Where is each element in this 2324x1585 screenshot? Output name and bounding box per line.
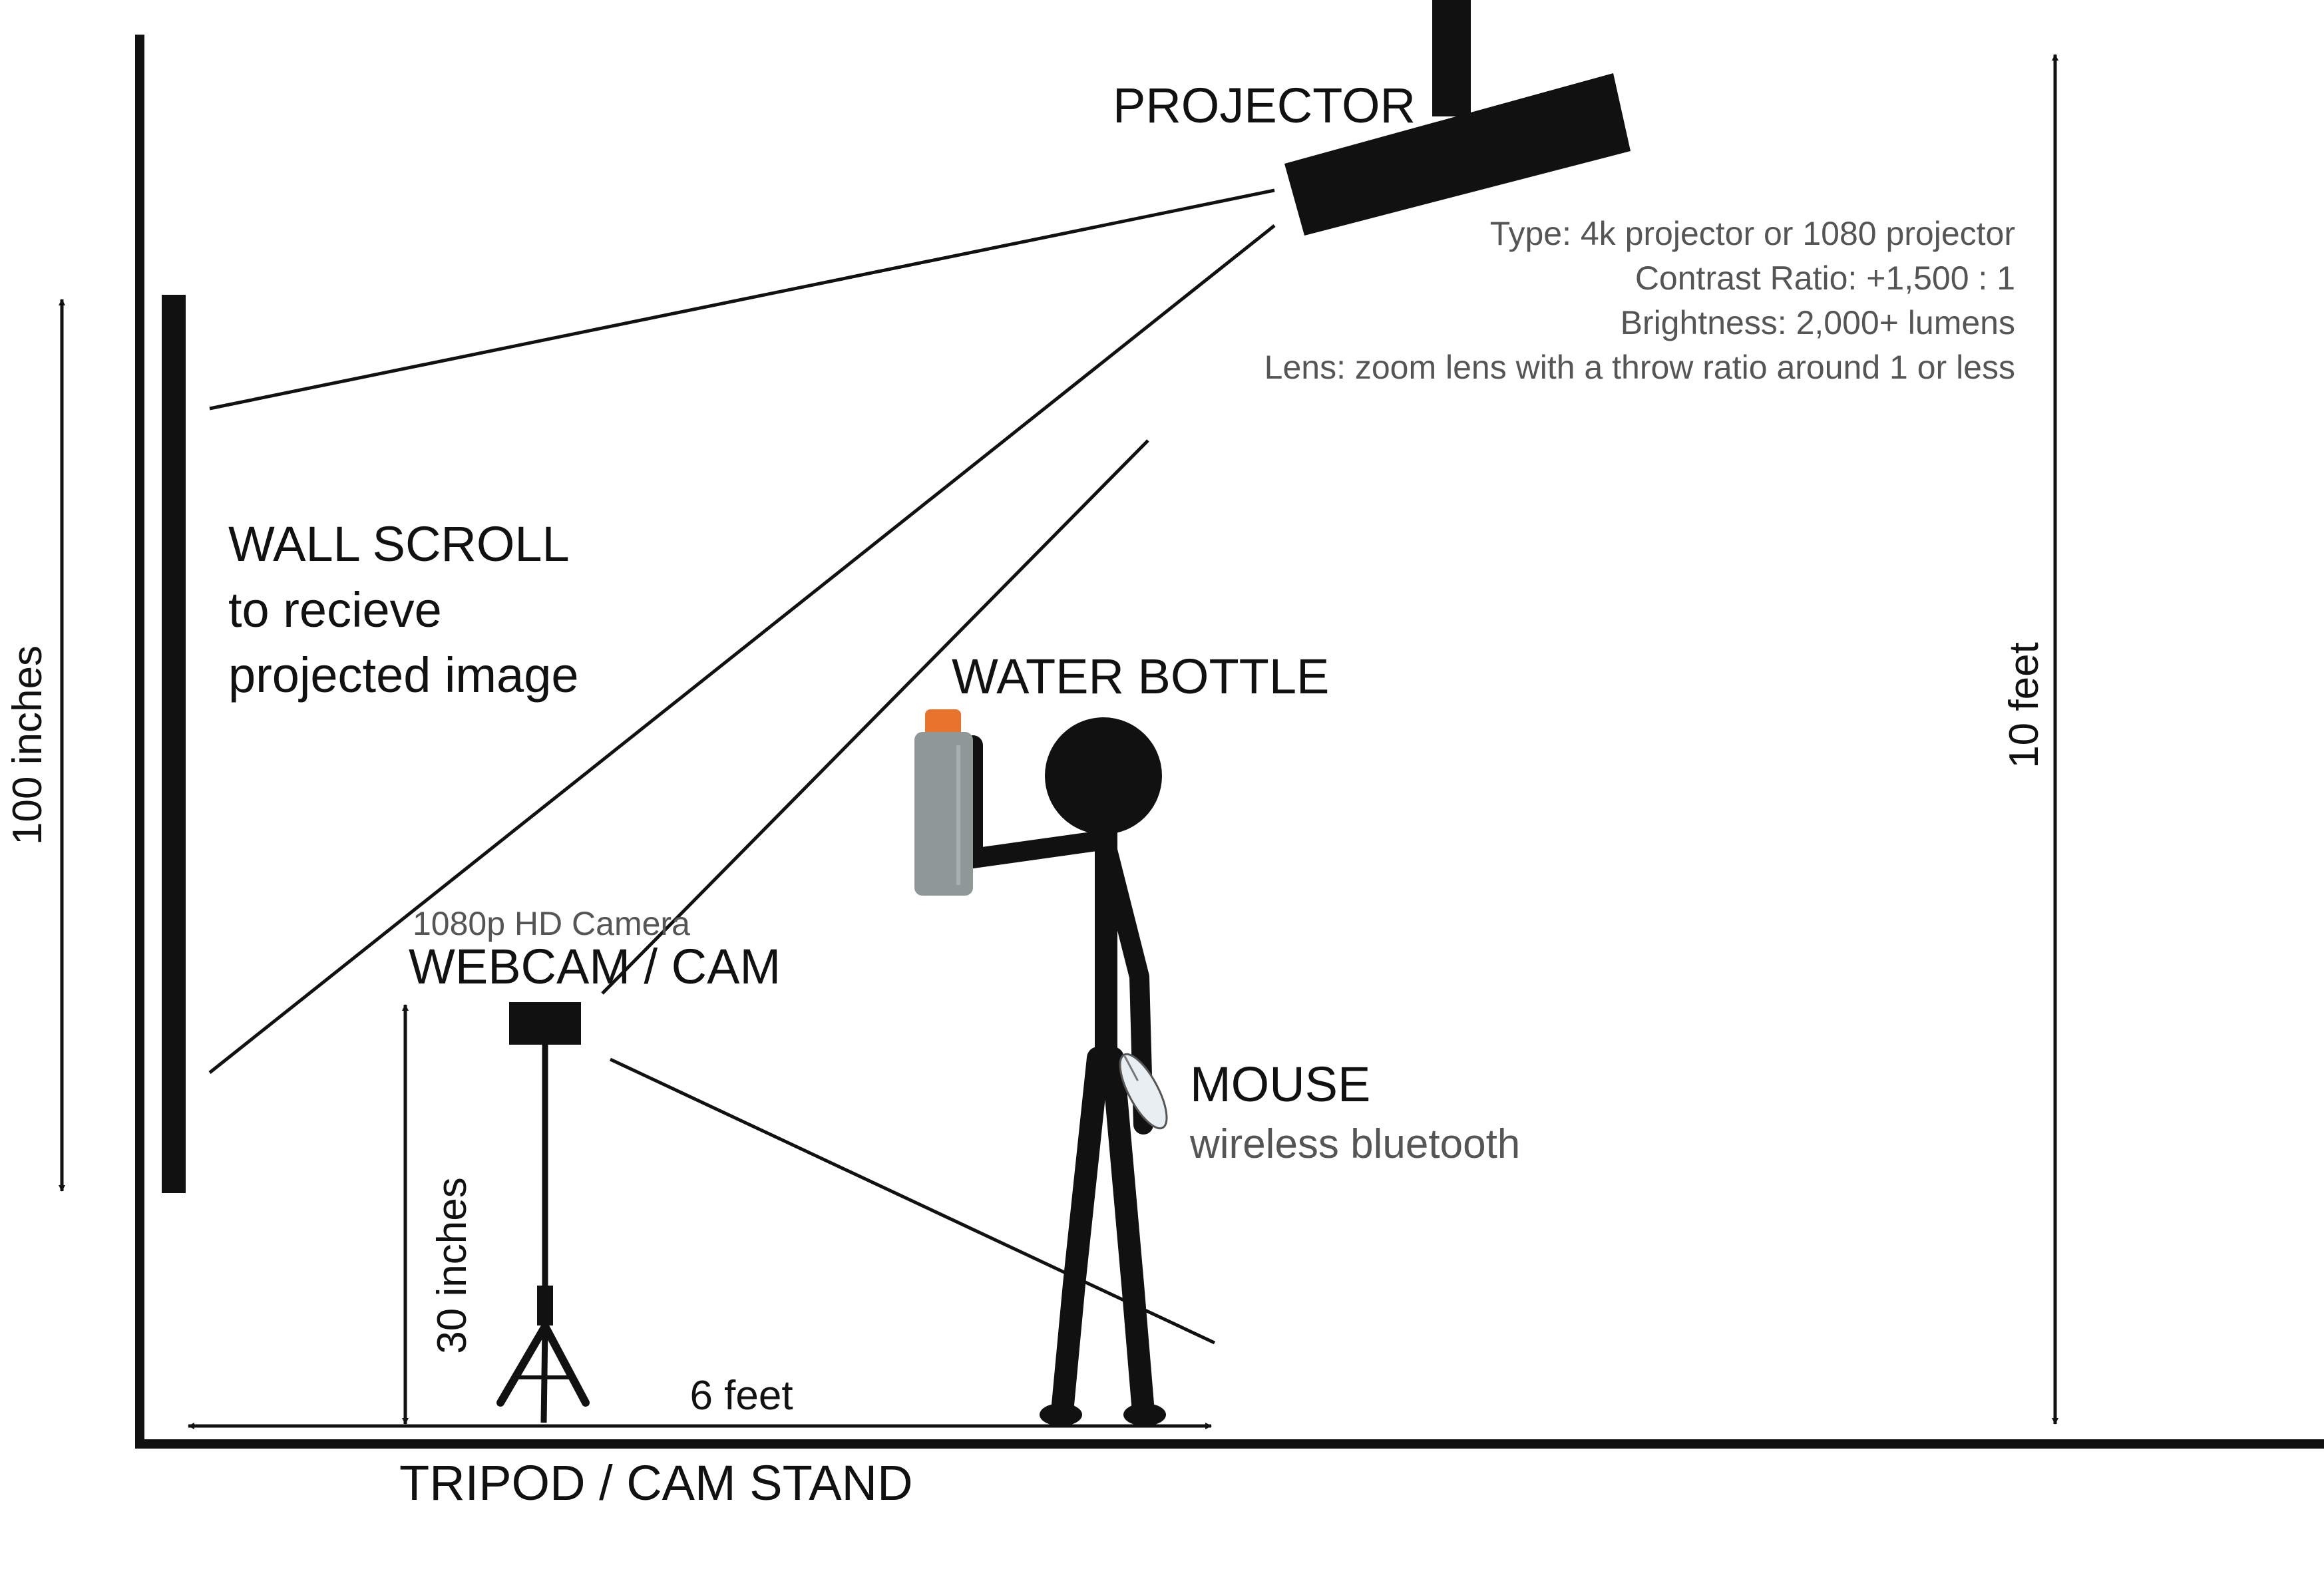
projector <box>1284 0 1631 236</box>
person <box>963 717 1166 1426</box>
label-mouse: MOUSE <box>1190 1057 1370 1112</box>
label-camera-spec: 1080p HD Camera <box>413 905 690 942</box>
wall-scroll <box>162 295 186 1193</box>
label-mouse-spec: wireless bluetooth <box>1189 1121 1520 1167</box>
beam-top <box>209 188 1275 411</box>
label-tripod: TRIPOD / CAM STAND <box>399 1455 913 1510</box>
person-leg-right <box>1101 1047 1155 1423</box>
person-foot-left <box>1040 1403 1082 1426</box>
webcam-body <box>509 1002 581 1045</box>
bottle-body <box>914 732 973 896</box>
tripod-cam-stand <box>496 1002 590 1423</box>
camera-view-lower <box>609 1057 1216 1345</box>
mouse-button-split <box>1123 1055 1139 1081</box>
bottle-cap <box>925 709 961 739</box>
label-wall-scroll-image: projected image <box>228 647 579 703</box>
mouse-body <box>1119 1053 1168 1130</box>
tripod-leg-center <box>540 1327 548 1423</box>
person-head <box>1045 717 1162 834</box>
mouse-device <box>1119 1053 1168 1130</box>
spec-type: Type: 4k projector or 1080 projector <box>1490 215 2015 252</box>
label-6-feet: 6 feet <box>689 1373 793 1419</box>
projector-body <box>1284 73 1631 236</box>
person-leg-left <box>1051 1047 1109 1423</box>
camera-view-upper <box>601 439 1149 995</box>
spec-brightness: Brightness: 2,000+ lumens <box>1621 304 2015 341</box>
projector-mount <box>1432 0 1471 116</box>
tripod-leg-left <box>496 1323 548 1407</box>
person-foot-right <box>1123 1403 1166 1426</box>
water-bottle <box>914 709 973 896</box>
label-webcam: WEBCAM / CAM <box>409 939 781 994</box>
tripod-head <box>537 1286 553 1325</box>
label-10-feet: 10 feet <box>2001 642 2047 769</box>
label-wall-scroll: WALL SCROLL <box>228 516 570 572</box>
label-100-inches: 100 inches <box>5 645 51 845</box>
tripod-leg-right <box>542 1323 590 1407</box>
label-30-inches: 30 inches <box>429 1177 475 1353</box>
beam-bottom <box>208 224 1276 1074</box>
label-projector: PROJECTOR <box>1113 78 1416 133</box>
spec-contrast: Contrast Ratio: +1,500 : 1 <box>1635 260 2015 297</box>
spec-lens: Lens: zoom lens with a throw ratio aroun… <box>1264 349 2015 386</box>
label-water-bottle: WATER BOTTLE <box>952 649 1329 704</box>
label-wall-scroll-purpose: to recieve <box>228 582 442 637</box>
